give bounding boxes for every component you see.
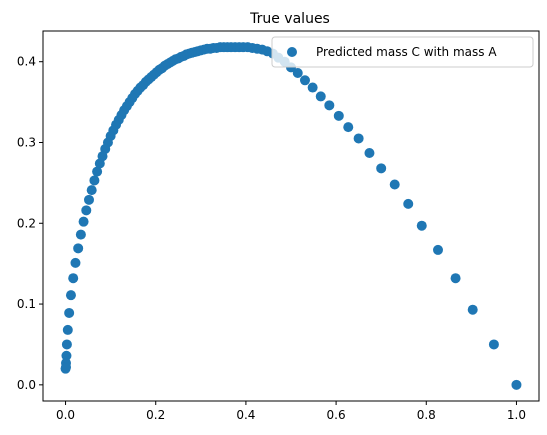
data-point: [78, 216, 89, 227]
data-point: [60, 363, 71, 374]
data-point: [83, 194, 94, 205]
data-point: [416, 220, 427, 231]
legend-label: Predicted mass C with mass A: [316, 45, 497, 59]
data-point: [333, 110, 344, 121]
data-point: [70, 257, 81, 268]
x-tick-label: 0.0: [56, 408, 75, 422]
legend-box: [271, 36, 534, 68]
data-point: [389, 179, 400, 190]
x-tick-label: 0.6: [327, 408, 346, 422]
data-point: [343, 122, 354, 133]
data-point: [488, 339, 499, 350]
data-point: [353, 133, 364, 144]
data-point: [68, 273, 79, 284]
data-point: [450, 273, 461, 284]
y-tick-label: 0.1: [17, 297, 36, 311]
axes: 0.0 0.2 0.4 0.6 0.8 1.0 0.0 0.1 0.2 0.3 0.4: [17, 30, 540, 422]
data-point: [324, 100, 335, 111]
data-point: [62, 324, 73, 335]
axes-frame: [42, 30, 540, 402]
data-point: [432, 244, 443, 255]
data-point: [81, 205, 92, 216]
data-point: [61, 350, 72, 361]
x-tick-label: 0.8: [417, 408, 436, 422]
data-point: [75, 229, 86, 240]
data-point: [315, 91, 326, 102]
data-point: [292, 68, 303, 79]
y-tick-label: 0.3: [17, 135, 36, 149]
y-tick-label: 0.0: [17, 378, 36, 392]
data-point: [511, 379, 522, 390]
y-tick-label: 0.2: [17, 216, 36, 230]
data-point: [65, 290, 76, 301]
data-point: [403, 198, 414, 209]
data-point: [86, 185, 97, 196]
data-point: [94, 158, 105, 169]
data-point: [89, 175, 100, 186]
data-point: [467, 304, 478, 315]
data-point: [92, 166, 103, 177]
plot-area: [43, 31, 539, 401]
x-tick-label: 0.4: [236, 408, 255, 422]
data-point: [73, 243, 84, 254]
data-point: [61, 339, 72, 350]
legend-marker: [287, 47, 297, 57]
data-points: [60, 42, 522, 390]
data-point: [364, 147, 375, 158]
data-point: [376, 163, 387, 174]
data-point: [307, 82, 318, 93]
data-point: [64, 307, 75, 318]
chart-title: True values: [249, 11, 330, 27]
y-tick-label: 0.4: [17, 55, 36, 69]
legend: Predicted mass C with mass A: [271, 36, 534, 68]
x-tick-label: 0.2: [146, 408, 165, 422]
x-tick-label: 1.0: [507, 408, 526, 422]
data-point: [299, 75, 310, 86]
